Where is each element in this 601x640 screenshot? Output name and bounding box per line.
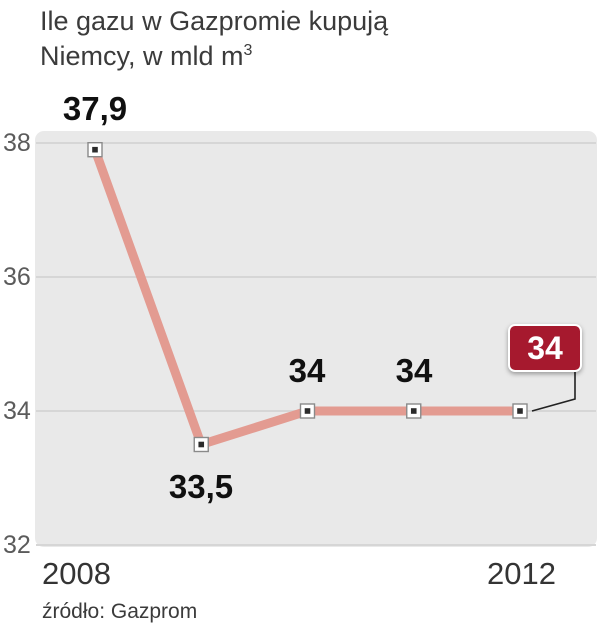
source-caption: źródło: Gazprom: [42, 600, 198, 623]
chart-title: Ile gazu w Gazpromie kupują Niemcy, w ml…: [40, 4, 388, 73]
data-label-2011: 34: [395, 352, 433, 389]
chart-title-line2: Niemcy, w mld m: [40, 40, 244, 71]
y-axis-tick: 32: [3, 531, 31, 559]
chart-title-superscript: 3: [243, 41, 253, 59]
x-axis-label-2008: 2008: [42, 556, 111, 591]
data-label-2009: 33,5: [168, 468, 234, 505]
chart-title-line1: Ile gazu w Gazpromie kupują: [40, 6, 389, 36]
x-axis-label-2012: 2012: [487, 556, 556, 591]
y-axis-tick: 38: [3, 129, 31, 157]
data-label-2008: 37,9: [62, 90, 128, 127]
data-label-2010: 34: [288, 352, 326, 389]
highlight-badge-2012: 34: [508, 324, 582, 372]
highlight-badge-value: 34: [527, 329, 563, 366]
y-axis-tick: 36: [3, 263, 31, 291]
y-axis-tick: 34: [3, 397, 31, 425]
